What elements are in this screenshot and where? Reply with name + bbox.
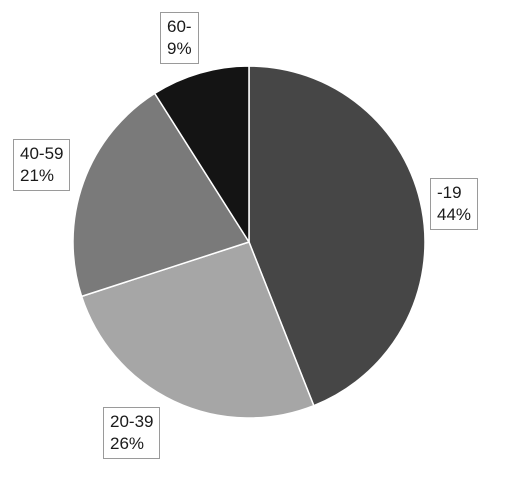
slice-label-percent: 21%	[20, 166, 55, 185]
slice-label-category: 40-59	[20, 144, 64, 163]
slice-label-percent: 26%	[110, 434, 145, 453]
slice-40-59	[72, 92, 251, 298]
slice-under-19	[248, 65, 426, 407]
slice-label-40-59: 40-59 21%	[13, 139, 71, 191]
slice-label-category: 60-	[167, 17, 192, 36]
slice-label-category: -19	[437, 183, 462, 202]
slice-label-percent: 9%	[167, 39, 192, 58]
slice-60-plus	[153, 65, 250, 245]
slice-20-39	[80, 241, 315, 419]
slice-label-percent: 44%	[437, 205, 472, 224]
slice-label-20-39: 20-39 26%	[103, 407, 161, 459]
slice-label-under-19: -19 44%	[430, 178, 479, 230]
slice-label-60-plus: 60- 9%	[160, 12, 199, 64]
slice-label-category: 20-39	[110, 412, 154, 431]
